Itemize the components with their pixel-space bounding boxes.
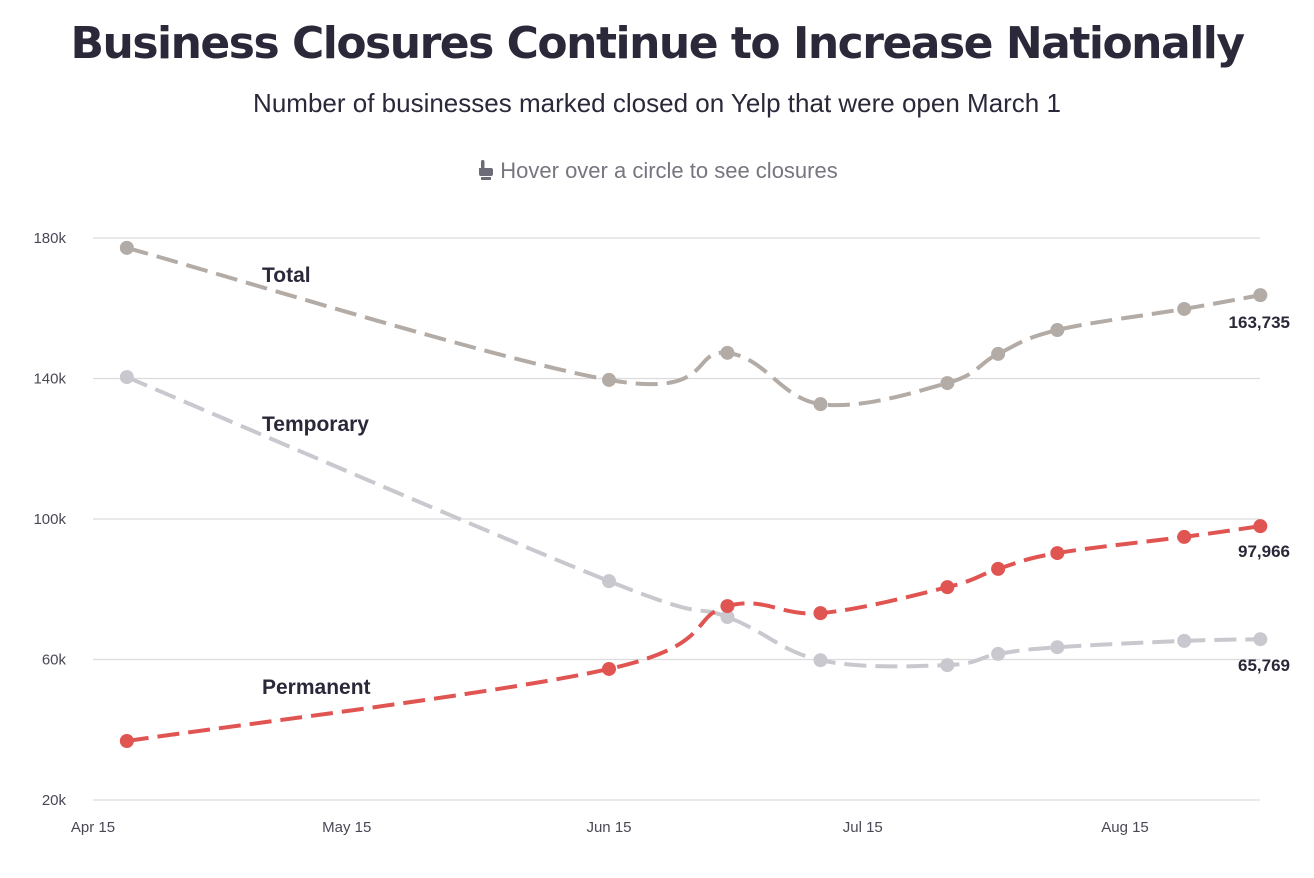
temporary-data-point[interactable]	[119, 370, 134, 385]
temporary-end-value-label: 65,769	[1238, 656, 1290, 675]
total-data-point[interactable]	[940, 376, 955, 391]
permanent-data-point[interactable]	[720, 599, 735, 614]
temporary-data-point[interactable]	[940, 658, 955, 673]
temporary-series-label: Temporary	[262, 413, 369, 436]
x-tick-label: Apr 15	[71, 819, 115, 836]
chart-subtitle: Number of businesses marked closed on Ye…	[253, 88, 1061, 118]
y-tick-label: 180k	[33, 230, 66, 247]
series-lines	[126, 245, 1261, 743]
pointing-hand-icon	[476, 160, 494, 180]
temporary-series-line	[126, 375, 1261, 669]
total-data-point[interactable]	[1253, 288, 1268, 303]
permanent-data-point[interactable]	[991, 561, 1006, 576]
hover-hint: Hover over a circle to see closures	[0, 158, 1314, 184]
total-end-value-label: 163,735	[1229, 313, 1290, 332]
x-tick-label: May 15	[322, 819, 371, 836]
temporary-data-point[interactable]	[1253, 632, 1268, 647]
x-axis-ticks: Apr 15 May 15 Jun 15 Jul 15 Aug 15	[71, 819, 1149, 836]
permanent-series-label: Permanent	[262, 676, 371, 699]
permanent-data-point[interactable]	[940, 580, 955, 595]
temporary-data-point[interactable]	[813, 653, 828, 668]
x-tick-label: Jun 15	[586, 819, 631, 836]
permanent-series-line	[126, 524, 1261, 743]
hover-hint-text: Hover over a circle to see closures	[500, 158, 838, 183]
y-tick-label: 60k	[42, 652, 67, 669]
permanent-data-point[interactable]	[1177, 529, 1192, 544]
y-axis-ticks: 20k 60k 100k 140k 180k	[33, 230, 66, 809]
series-points	[119, 240, 1268, 748]
temporary-data-point[interactable]	[602, 574, 616, 589]
y-tick-label: 20k	[42, 792, 67, 809]
chart-title: Business Closures Continue to Increase N…	[70, 18, 1245, 69]
total-data-point[interactable]	[1050, 323, 1065, 338]
grid-lines	[93, 237, 1260, 801]
permanent-data-point[interactable]	[1253, 519, 1268, 534]
y-tick-label: 100k	[33, 511, 66, 528]
permanent-data-point[interactable]	[602, 661, 616, 676]
total-series-line	[126, 245, 1261, 408]
total-data-point[interactable]	[119, 240, 134, 255]
total-data-point[interactable]	[602, 372, 616, 387]
total-data-point[interactable]	[813, 397, 828, 412]
total-data-point[interactable]	[720, 345, 735, 360]
temporary-data-point[interactable]	[720, 609, 735, 624]
total-series-label: Total	[262, 264, 311, 287]
permanent-data-point[interactable]	[119, 733, 134, 748]
permanent-data-point[interactable]	[1050, 546, 1065, 561]
total-data-point[interactable]	[991, 346, 1006, 361]
temporary-data-point[interactable]	[991, 646, 1006, 661]
x-tick-label: Aug 15	[1101, 819, 1149, 836]
permanent-end-value-label: 97,966	[1238, 542, 1290, 561]
temporary-data-point[interactable]	[1177, 633, 1192, 648]
total-data-point[interactable]	[1177, 301, 1192, 316]
permanent-data-point[interactable]	[813, 606, 828, 621]
series-labels: Total 163,735 Temporary 65,769 Permanent 97,9…	[262, 264, 1290, 699]
temporary-data-point[interactable]	[1050, 640, 1065, 655]
y-tick-label: 140k	[33, 371, 66, 388]
x-tick-label: Jul 15	[843, 819, 883, 836]
